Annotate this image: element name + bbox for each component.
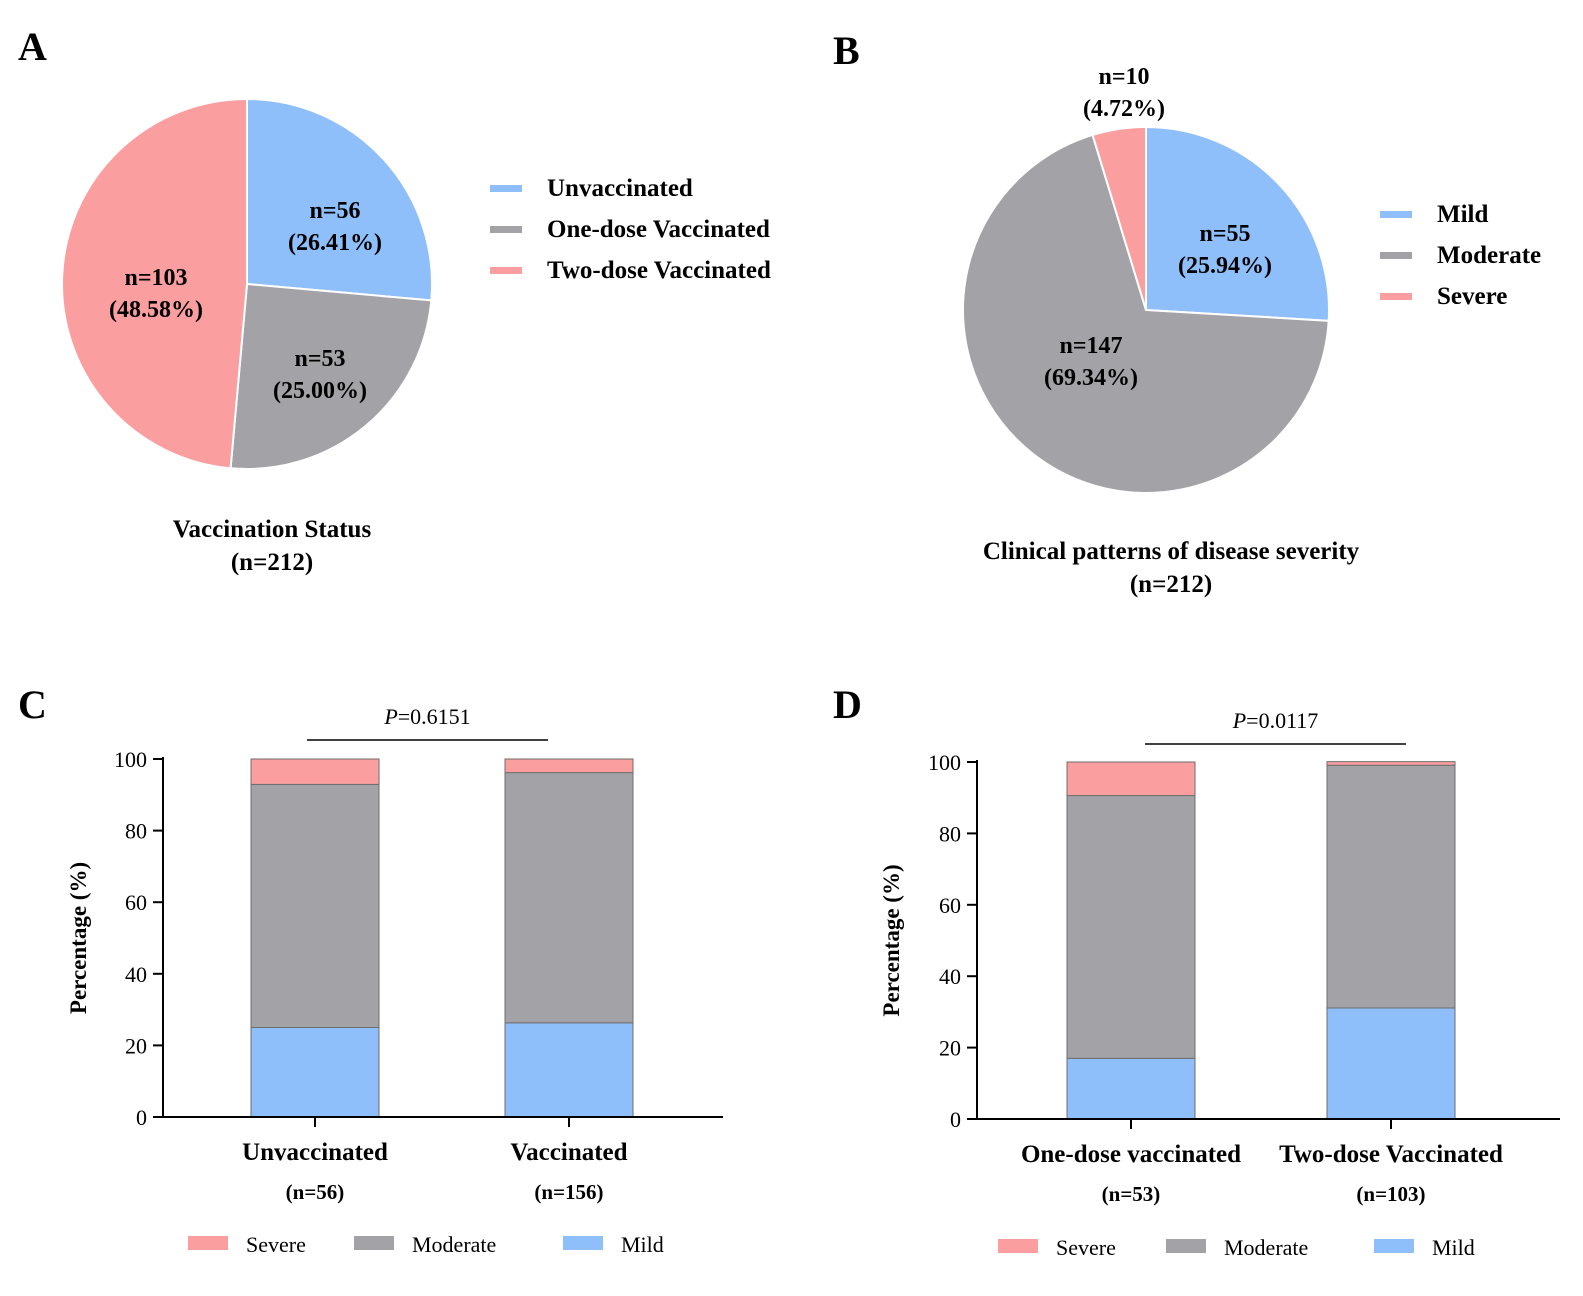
bar-segment-mild-vaccinated xyxy=(504,1022,634,1118)
stacked-bar-chart-c: 0 20 40 60 80 100 Unvaccinated (n=56) Vaccinated… xyxy=(66,704,723,1257)
legend-label-one-dose-vaccinated: One-dose Vaccinated xyxy=(547,216,770,243)
bar-segment-severe-two-dose-vaccinated xyxy=(1326,761,1456,766)
x-category-count-unvaccinated: (n=56) xyxy=(286,1180,345,1204)
x-category-count-two-dose-vaccinated: (n=103) xyxy=(1356,1182,1425,1206)
pie-slice-two-dose-vaccinated xyxy=(61,97,248,470)
y-tick-label: 0 xyxy=(136,1105,147,1130)
y-tick-label: 20 xyxy=(125,1033,147,1058)
panel-label-d: D xyxy=(833,682,862,727)
y-tick-label: 60 xyxy=(939,893,961,918)
slice-label-count-one-dose-vaccinated: n=53 xyxy=(294,346,345,372)
legend-label-severe: Severe xyxy=(1437,283,1507,310)
slice-label-count-moderate: n=147 xyxy=(1059,333,1122,359)
legend-swatch-moderate xyxy=(1380,252,1412,259)
panel-label-b: B xyxy=(833,28,860,73)
pie-slice-one-dose-vaccinated xyxy=(229,282,433,470)
stacked-bar-chart-d: 0 20 40 60 80 100 One-dose vaccinated (n=53) Two… xyxy=(879,708,1560,1260)
bar-segment-mild-one-dose-vaccinated xyxy=(1066,1057,1196,1120)
legend-label-moderate: Moderate xyxy=(1437,242,1541,269)
x-category-label-one-dose-vaccinated: One-dose vaccinated xyxy=(1021,1141,1241,1168)
legend-swatch-mild xyxy=(563,1236,603,1250)
legend-label-mild: Mild xyxy=(1432,1235,1475,1260)
legend-swatch-severe xyxy=(1380,293,1412,300)
panel-label-c: C xyxy=(18,682,47,727)
legend-label-moderate: Moderate xyxy=(1224,1235,1308,1260)
slice-label-percent-unvaccinated: (26.41%) xyxy=(288,230,382,256)
bar-segment-moderate-unvaccinated xyxy=(250,783,380,1029)
pie-chart-disease-severity: n=55 (25.94%) Mild n=147 (69.34%) Moderate n=1… xyxy=(962,64,1541,598)
y-tick-label: 80 xyxy=(125,819,147,844)
pie-slice-severe xyxy=(1091,125,1147,311)
p-value-number: =0.0117 xyxy=(1246,708,1318,733)
pie-title: Vaccination Status xyxy=(173,516,372,543)
bar-segment-severe-one-dose-vaccinated xyxy=(1066,761,1196,797)
slice-label-count-two-dose-vaccinated: n=103 xyxy=(124,265,187,291)
pie-subtitle: (n=212) xyxy=(231,549,313,576)
p-value-number: =0.6151 xyxy=(398,704,471,729)
pie-slice-moderate xyxy=(962,133,1330,494)
legend-swatch-two-dose-vaccinated xyxy=(490,267,522,274)
y-tick-label: 40 xyxy=(125,962,147,987)
bar-segment-moderate-two-dose-vaccinated xyxy=(1326,764,1456,1009)
y-tick-label: 60 xyxy=(125,890,147,915)
y-tick-label: 80 xyxy=(939,821,961,846)
pie-subtitle: (n=212) xyxy=(1130,571,1212,598)
bar-segment-severe-vaccinated xyxy=(504,758,634,774)
p-value-annotation: P=0.0117 xyxy=(1232,708,1319,733)
bar-segment-severe-unvaccinated xyxy=(250,758,380,785)
y-tick-label: 100 xyxy=(928,750,961,775)
pie-slice-unvaccinated xyxy=(246,97,433,302)
bar-segment-moderate-one-dose-vaccinated xyxy=(1066,795,1196,1059)
legend-label-mild: Mild xyxy=(1437,201,1488,228)
legend-label-severe: Severe xyxy=(1056,1235,1116,1260)
legend-label-unvaccinated: Unvaccinated xyxy=(547,175,693,202)
pie-chart-vaccination-status: n=56 (26.41%) Unvaccinated n=53 (25.00%) One-… xyxy=(61,97,771,576)
bar-segment-mild-two-dose-vaccinated xyxy=(1326,1007,1456,1120)
x-category-label-unvaccinated: Unvaccinated xyxy=(242,1139,388,1166)
y-axis-label: Percentage (%) xyxy=(879,864,904,1016)
x-category-count-vaccinated: (n=156) xyxy=(534,1180,603,1204)
slice-label-percent-severe: (4.72%) xyxy=(1083,96,1165,122)
x-category-label-vaccinated: Vaccinated xyxy=(510,1139,627,1166)
y-tick-label: 20 xyxy=(939,1036,961,1061)
legend-label-mild: Mild xyxy=(621,1232,664,1257)
legend-swatch-unvaccinated xyxy=(490,185,522,192)
slice-label-count-unvaccinated: n=56 xyxy=(309,198,360,224)
legend-label-two-dose-vaccinated: Two-dose Vaccinated xyxy=(547,257,771,284)
pie-title: Clinical patterns of disease severity xyxy=(983,538,1360,565)
p-value-symbol: P xyxy=(1232,708,1246,733)
legend-swatch-one-dose-vaccinated xyxy=(490,226,522,233)
slice-label-percent-moderate: (69.34%) xyxy=(1044,365,1138,391)
x-category-label-two-dose-vaccinated: Two-dose Vaccinated xyxy=(1279,1141,1503,1168)
legend-swatch-severe xyxy=(998,1239,1038,1253)
y-tick-label: 0 xyxy=(950,1107,961,1132)
bar-segment-moderate-vaccinated xyxy=(504,772,634,1024)
x-category-count-one-dose-vaccinated: (n=53) xyxy=(1102,1182,1161,1206)
slice-label-percent-mild: (25.94%) xyxy=(1178,253,1272,279)
legend-swatch-moderate xyxy=(1166,1239,1206,1253)
y-tick-label: 40 xyxy=(939,964,961,989)
bar-segment-mild-unvaccinated xyxy=(250,1027,380,1118)
pie-slice-mild xyxy=(1145,125,1331,322)
legend-swatch-moderate xyxy=(354,1236,394,1250)
slice-label-percent-two-dose-vaccinated: (48.58%) xyxy=(109,297,203,323)
slice-label-count-severe: n=10 xyxy=(1098,64,1149,90)
p-value-annotation: P=0.6151 xyxy=(383,704,470,729)
y-axis-label: Percentage (%) xyxy=(66,862,91,1014)
legend-swatch-mild xyxy=(1374,1239,1414,1253)
legend-swatch-severe xyxy=(188,1236,228,1250)
slice-label-percent-one-dose-vaccinated: (25.00%) xyxy=(273,378,367,404)
legend-swatch-mild xyxy=(1380,211,1412,218)
legend-label-severe: Severe xyxy=(246,1232,306,1257)
legend-label-moderate: Moderate xyxy=(412,1232,496,1257)
panel-label-a: A xyxy=(18,24,47,69)
p-value-symbol: P xyxy=(383,704,397,729)
y-tick-label: 100 xyxy=(114,747,147,772)
slice-label-count-mild: n=55 xyxy=(1199,221,1250,247)
